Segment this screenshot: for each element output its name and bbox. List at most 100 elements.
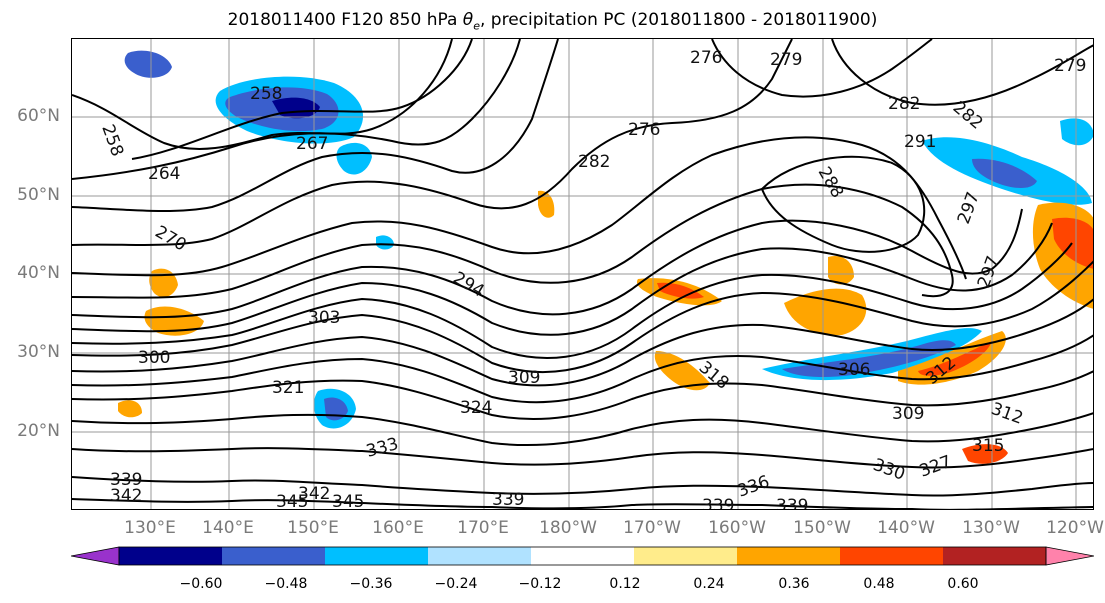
contour-label: 282 bbox=[888, 94, 920, 114]
colorbar-segment bbox=[325, 547, 429, 565]
contour-300 bbox=[72, 242, 1073, 359]
colorbar bbox=[71, 546, 1094, 566]
colorbar-tick-label: −0.36 bbox=[349, 576, 393, 592]
contour-label: 327 bbox=[917, 452, 954, 482]
colorbar-tick-label: −0.12 bbox=[518, 576, 562, 592]
colorbar-extend-high bbox=[1045, 546, 1094, 566]
contour-label: 312 bbox=[988, 399, 1025, 429]
colorbar-segment bbox=[737, 547, 841, 565]
contour-label: 297 bbox=[954, 189, 984, 226]
contour-label: 291 bbox=[904, 132, 936, 152]
lat-label-20n: 20°N bbox=[17, 421, 60, 441]
contour-label: 276 bbox=[628, 120, 660, 140]
contour-label: 339 bbox=[110, 470, 142, 490]
contour-label: 303 bbox=[308, 308, 340, 328]
colorbar-tick-label: 0.24 bbox=[693, 576, 725, 592]
colorbar-segment bbox=[222, 547, 326, 565]
contour-label: 330 bbox=[870, 455, 907, 485]
graticule bbox=[72, 39, 1093, 509]
contour-270 bbox=[72, 39, 559, 213]
contour-label: 333 bbox=[364, 434, 401, 462]
contour-294 bbox=[72, 208, 1023, 319]
colorbar-extend-low bbox=[71, 546, 120, 566]
precip-positive-gulf-n bbox=[828, 255, 854, 285]
contour-303 bbox=[72, 260, 1093, 373]
precip-negative-small bbox=[376, 235, 394, 250]
contour-label: 309 bbox=[892, 404, 924, 424]
colorbar-tick-label: −0.24 bbox=[434, 576, 478, 592]
contour-gulf-closed bbox=[760, 155, 926, 253]
contour-arctic-1 bbox=[72, 39, 453, 150]
precip-positive-se bbox=[962, 444, 1008, 464]
contour-label: 339 bbox=[492, 490, 524, 510]
precip-negative-alaska-core bbox=[972, 158, 1037, 188]
contour-label: 267 bbox=[296, 134, 328, 154]
contour-label: 342 bbox=[110, 486, 142, 506]
contour-alaska-2 bbox=[711, 39, 933, 98]
contour-315 bbox=[72, 334, 1093, 404]
map-title: 2018011400 F120 850 hPa θe, precipitatio… bbox=[227, 10, 878, 33]
contour-276 bbox=[72, 39, 793, 246]
lon-label-130e: 130°E bbox=[124, 518, 176, 538]
colorbar-tick-label: 0.48 bbox=[863, 576, 895, 592]
precip-positive-northeast-core bbox=[1052, 217, 1093, 269]
contour-alaska-1 bbox=[831, 39, 1093, 106]
lon-label-140e: 140°E bbox=[202, 518, 254, 538]
colorbar-segment bbox=[531, 547, 635, 565]
contour-339 bbox=[72, 476, 1093, 497]
colorbar-segment bbox=[634, 547, 738, 565]
colorbar-tick-label: 0.36 bbox=[778, 576, 810, 592]
contour-label: 279 bbox=[1054, 56, 1086, 76]
contour-label: 258 bbox=[250, 84, 282, 104]
colorbar-segment bbox=[428, 547, 532, 565]
contour-labels: 258 258 267 264 270 276 279 276 282 282 … bbox=[97, 48, 1086, 510]
contour-arctic-2 bbox=[131, 39, 473, 160]
map-panel: 258 258 267 264 270 276 279 276 282 282 … bbox=[71, 38, 1094, 510]
precip-negative-sakhalin bbox=[336, 142, 372, 175]
contour-label: 279 bbox=[770, 50, 802, 70]
lat-label-50n: 50°N bbox=[17, 185, 60, 205]
colorbar-tick-label: 0.60 bbox=[947, 576, 979, 592]
map-canvas: 258 258 267 264 270 276 279 276 282 282 … bbox=[72, 39, 1093, 510]
colorbar-tick-label: −0.48 bbox=[264, 576, 308, 592]
contour-345 bbox=[72, 498, 1093, 509]
lat-label-40n: 40°N bbox=[17, 263, 60, 283]
precip-positive-central-core bbox=[657, 282, 704, 299]
colorbar-tick-label: −0.60 bbox=[179, 576, 223, 592]
lon-label-150w: 150°W bbox=[793, 518, 851, 538]
contour-label: 306 bbox=[838, 360, 870, 380]
contour-label: 276 bbox=[690, 48, 722, 68]
contour-label: 345 bbox=[332, 492, 364, 510]
contour-label: 345 bbox=[276, 492, 308, 510]
contour-label: 300 bbox=[138, 348, 170, 368]
contour-309 bbox=[72, 298, 1093, 387]
contour-label: 309 bbox=[508, 368, 540, 388]
contour-label: 297 bbox=[974, 253, 1004, 290]
lon-label-120w: 120°W bbox=[1046, 518, 1104, 538]
precip-shading bbox=[118, 50, 1093, 464]
contour-label: 324 bbox=[460, 398, 492, 418]
contour-264 bbox=[72, 39, 521, 180]
contour-297 bbox=[72, 222, 1053, 336]
contour-321 bbox=[72, 370, 1093, 420]
contour-label: 315 bbox=[972, 436, 1004, 456]
lon-label-150e: 150°E bbox=[287, 518, 339, 538]
precip-positive-japan-n bbox=[149, 268, 178, 298]
colorbar-segment bbox=[943, 547, 1047, 565]
contour-label: 258 bbox=[97, 122, 127, 159]
lat-label-60n: 60°N bbox=[17, 106, 60, 126]
contour-label: 264 bbox=[148, 164, 180, 184]
lon-label-170e: 170°E bbox=[457, 518, 509, 538]
precip-negative-nw bbox=[124, 50, 172, 78]
colorbar-segment bbox=[119, 547, 223, 565]
contour-label: 339 bbox=[776, 496, 808, 510]
precip-positive-south-c bbox=[654, 351, 710, 391]
lon-label-160w: 160°W bbox=[708, 518, 766, 538]
lat-label-30n: 30°N bbox=[17, 342, 60, 362]
precip-positive-gulf bbox=[784, 288, 867, 336]
lon-label-160e: 160°E bbox=[372, 518, 424, 538]
contour-label: 339 bbox=[702, 496, 734, 510]
precip-positive-japan bbox=[144, 306, 204, 336]
contour-label: 342 bbox=[298, 484, 330, 504]
precip-negative-gulf-ne bbox=[1060, 118, 1093, 146]
